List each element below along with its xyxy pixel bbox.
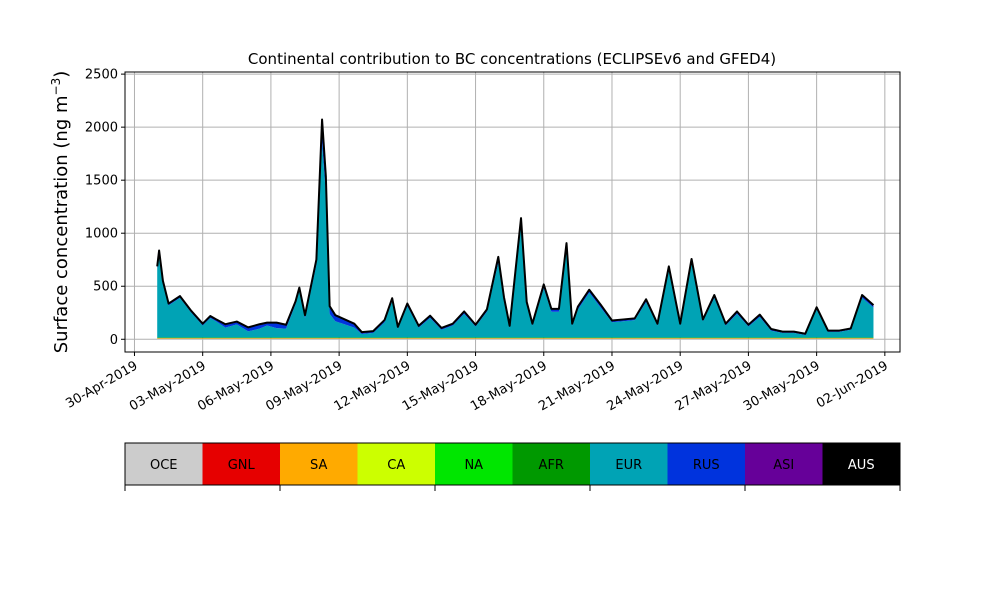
legend-label-ca: CA <box>387 458 405 473</box>
area-eur <box>157 143 874 338</box>
legend-swatch-asi <box>745 443 823 485</box>
y-tick-label: 1000 <box>85 227 118 242</box>
x-tick-label: 03-May-2019 <box>127 358 209 414</box>
chart-title: Continental contribution to BC concentra… <box>248 50 776 68</box>
x-tick-label: 24-May-2019 <box>605 358 687 414</box>
y-tick-label: 2500 <box>85 68 118 83</box>
total-line-layer <box>156 118 875 335</box>
x-tick-label: 09-May-2019 <box>263 358 345 414</box>
y-axis-label-main: Surface concentration (ng m <box>51 95 72 353</box>
legend-label-na: NA <box>464 458 483 473</box>
y-axis-label-close: ) <box>51 71 72 78</box>
legend-colorbar: OCE GNL SA CA NA AFR EUR RUS ASI AUS <box>124 442 901 491</box>
x-tick-label: 12-May-2019 <box>332 358 414 414</box>
legend-label-rus: RUS <box>693 458 720 473</box>
legend-label-oce: OCE <box>150 458 178 473</box>
y-tick-label: 500 <box>93 280 118 295</box>
total-line <box>156 118 875 335</box>
x-tick-label: 27-May-2019 <box>673 358 755 414</box>
x-tick-label: 18-May-2019 <box>468 358 550 414</box>
y-axis-label: Surface concentration (ng m−3) <box>49 71 72 354</box>
legend-swatch-ca <box>357 443 435 485</box>
legend-label-aus: AUS <box>848 458 875 473</box>
legend-frame <box>124 442 901 486</box>
x-tick-label: 15-May-2019 <box>400 358 482 414</box>
y-tick-label: 1500 <box>85 174 118 189</box>
legend-swatch-oce <box>125 443 203 485</box>
x-tick-label: 06-May-2019 <box>195 358 277 414</box>
x-tick-label: 02-Jun-2019 <box>814 358 891 411</box>
stacked-areas <box>157 119 874 340</box>
grid <box>125 72 900 352</box>
y-tick-label: 2000 <box>85 121 118 136</box>
plot-frame <box>124 71 901 353</box>
x-tick-label: 30-May-2019 <box>741 358 823 414</box>
x-tick-label: 21-May-2019 <box>536 358 618 414</box>
x-axis: 30-Apr-201903-May-201906-May-201909-May-… <box>63 352 891 414</box>
area-oce <box>157 338 874 340</box>
y-tick-label: 0 <box>110 333 118 348</box>
legend-swatch-rus <box>667 443 745 485</box>
y-axis: 0 500 1000 1500 2000 2500 <box>85 68 125 348</box>
legend-label-afr: AFR <box>539 458 564 473</box>
y-axis-label-superscript: −3 <box>49 78 63 96</box>
legend-label-gnl: GNL <box>228 458 256 473</box>
legend-label-sa: SA <box>310 458 327 473</box>
legend-swatch-aus <box>822 443 900 485</box>
legend-swatch-sa <box>280 443 358 485</box>
legend-label-eur: EUR <box>615 458 642 473</box>
legend-label-asi: ASI <box>773 458 794 473</box>
legend-swatch-afr <box>512 443 590 485</box>
legend-swatch-na <box>435 443 513 485</box>
legend-swatch-gnl <box>202 443 280 485</box>
legend-swatch-eur <box>590 443 668 485</box>
